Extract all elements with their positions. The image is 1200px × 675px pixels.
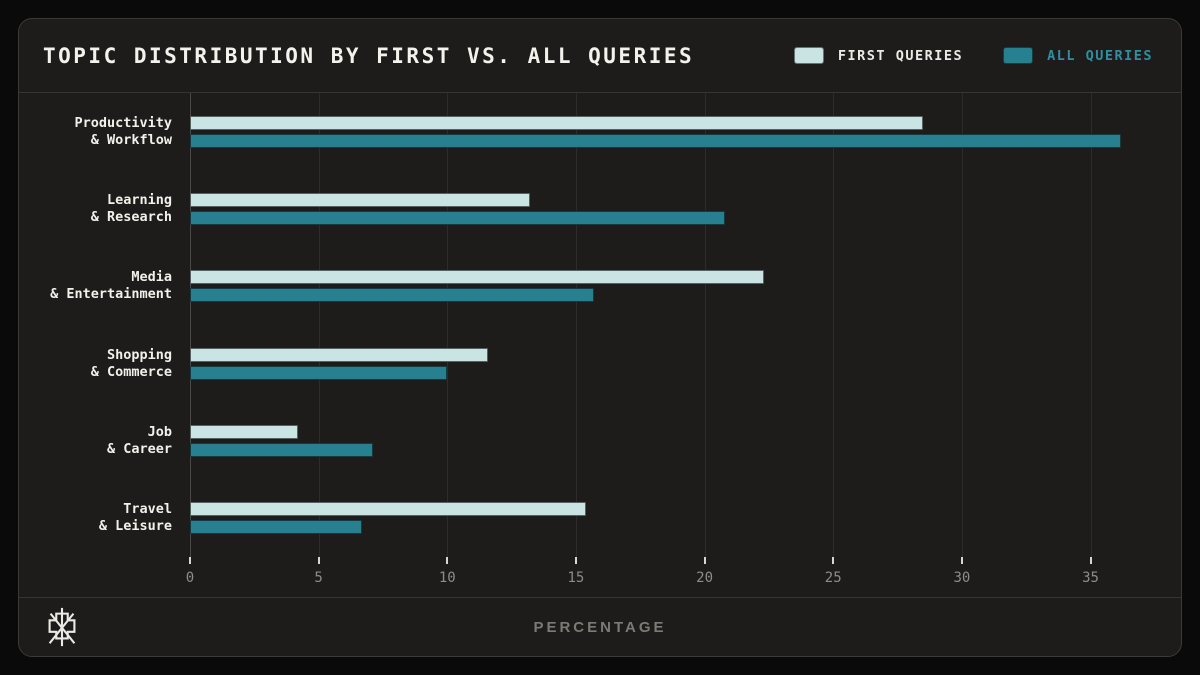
plot-area	[190, 93, 1142, 557]
bar-first-queries	[190, 192, 530, 207]
tick-label-10: 10	[438, 570, 456, 586]
starburst-asterisk-logo-icon	[48, 607, 76, 647]
bar-rows	[190, 93, 1142, 557]
category-label: Media & Entertainment	[50, 269, 172, 303]
tick-mark-0	[189, 557, 191, 564]
category-label: Shopping & Commerce	[90, 346, 172, 380]
chart-header: TOPIC DISTRIBUTION BY FIRST VS. ALL QUER…	[19, 19, 1181, 93]
legend-label-all-queries: ALL QUERIES	[1047, 47, 1153, 64]
bar-all-queries	[190, 365, 448, 380]
bar-group	[190, 170, 1142, 247]
gridline-10	[447, 93, 449, 557]
tick-mark-25	[832, 557, 835, 564]
tick-label-15: 15	[567, 570, 585, 586]
legend-swatch-all-queries	[1003, 47, 1034, 64]
chart-title: TOPIC DISTRIBUTION BY FIRST VS. ALL QUER…	[43, 43, 695, 68]
gridline-35	[1090, 93, 1092, 557]
tick-label-20: 20	[696, 570, 714, 586]
gridline-15	[575, 93, 577, 557]
bar-first-queries	[190, 347, 489, 362]
legend-label-first-queries: FIRST QUERIES	[837, 47, 964, 64]
category-label: Learning & Research	[90, 191, 172, 225]
bar-group	[190, 325, 1142, 402]
tick-mark-35	[1089, 557, 1092, 564]
bar-all-queries	[190, 288, 594, 303]
category-label: Productivity & Workflow	[74, 114, 172, 148]
tick-mark-10	[446, 557, 449, 564]
bar-all-queries	[190, 133, 1122, 148]
bar-group	[190, 93, 1142, 170]
bar-group	[190, 402, 1142, 479]
tick-mark-20	[703, 557, 706, 564]
bar-all-queries	[190, 210, 726, 225]
tick-label-30: 30	[953, 570, 971, 586]
tick-label-35: 35	[1082, 570, 1099, 586]
bar-first-queries	[190, 502, 587, 517]
tick-mark-30	[960, 557, 963, 564]
x-axis-ticks: 0 5 10 15 20 25 30 35	[186, 557, 1142, 599]
tick-label-5: 5	[314, 570, 323, 586]
x-axis-title: PERCENTAGE	[533, 618, 667, 636]
legend-swatch-first-queries	[793, 47, 824, 64]
legend-item-first-queries: FIRST QUERIES	[793, 47, 964, 64]
bar-all-queries	[190, 442, 373, 457]
gridline-30	[961, 93, 963, 557]
gridline-25	[833, 93, 835, 557]
category-label: Job & Career	[106, 423, 172, 457]
bar-first-queries	[190, 270, 764, 285]
chart-area: Productivity & Workflow Learning & Research…	[19, 93, 1181, 599]
gridline-5	[318, 93, 320, 557]
bar-all-queries	[190, 520, 363, 535]
category-labels: Productivity & Workflow Learning & Research…	[19, 93, 172, 557]
y-axis-line	[190, 93, 191, 557]
tick-mark-15	[574, 557, 577, 564]
bar-group	[190, 480, 1142, 557]
tick-mark-5	[317, 557, 320, 564]
category-label: Travel & Leisure	[98, 501, 172, 535]
tick-label-25: 25	[824, 570, 842, 586]
bar-first-queries	[190, 424, 299, 439]
legend-item-all-queries: ALL QUERIES	[1003, 47, 1153, 64]
chart-card: TOPIC DISTRIBUTION BY FIRST VS. ALL QUER…	[18, 18, 1182, 657]
bar-group	[190, 248, 1142, 325]
chart-footer: PERCENTAGE	[19, 597, 1181, 656]
legend: FIRST QUERIES ALL QUERIES	[793, 47, 1153, 64]
tick-label-0: 0	[185, 570, 195, 586]
gridline-20	[704, 93, 706, 557]
bar-first-queries	[190, 115, 924, 130]
